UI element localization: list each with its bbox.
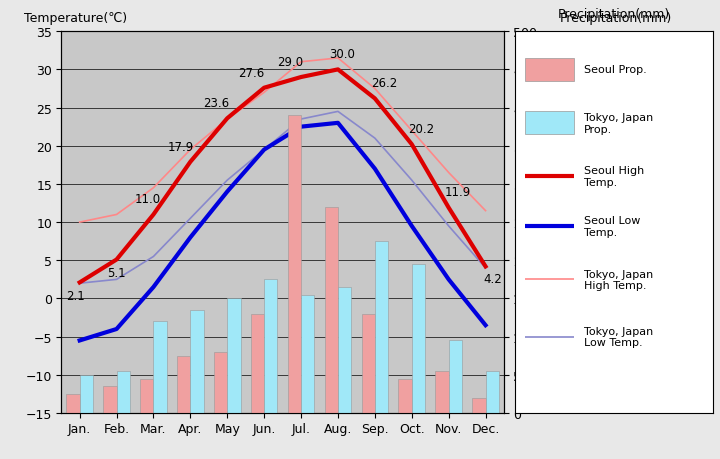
Bar [325, 207, 338, 413]
Text: Seoul Low
Temp.: Seoul Low Temp. [584, 216, 641, 237]
Text: 27.6: 27.6 [238, 67, 264, 79]
FancyBboxPatch shape [525, 112, 575, 135]
Bar [412, 264, 425, 413]
Bar [177, 356, 190, 413]
Text: 26.2: 26.2 [371, 77, 397, 90]
Bar [398, 379, 412, 413]
Bar [140, 379, 153, 413]
Text: Seoul High
Temp.: Seoul High Temp. [584, 166, 644, 188]
Text: 20.2: 20.2 [408, 123, 434, 136]
Bar [153, 322, 167, 413]
Text: Precipitation(mm): Precipitation(mm) [558, 8, 670, 21]
Bar [228, 299, 240, 413]
FancyBboxPatch shape [525, 59, 575, 82]
Text: 11.9: 11.9 [445, 186, 471, 199]
Bar [361, 314, 375, 413]
Text: 4.2: 4.2 [484, 273, 503, 286]
Text: 11.0: 11.0 [135, 193, 161, 206]
Bar [485, 371, 499, 413]
Text: Seoul Prop.: Seoul Prop. [584, 65, 647, 75]
Bar [251, 314, 264, 413]
Text: Tokyo, Japan
Prop.: Tokyo, Japan Prop. [584, 113, 653, 134]
Text: 17.9: 17.9 [168, 140, 194, 153]
Text: 5.1: 5.1 [107, 266, 126, 279]
Bar [472, 398, 485, 413]
Bar [103, 386, 117, 413]
Bar [436, 371, 449, 413]
Bar [190, 310, 204, 413]
Text: Tokyo, Japan
High Temp.: Tokyo, Japan High Temp. [584, 269, 653, 291]
Bar [264, 280, 277, 413]
Bar [375, 241, 388, 413]
Bar [288, 116, 301, 413]
Text: Precipitation(mm): Precipitation(mm) [560, 11, 672, 24]
Text: 30.0: 30.0 [329, 48, 354, 61]
Bar [449, 341, 462, 413]
Text: 2.1: 2.1 [66, 289, 86, 302]
Bar [80, 375, 93, 413]
Bar [117, 371, 130, 413]
Text: Temperature(℃): Temperature(℃) [24, 11, 127, 24]
Bar [301, 295, 315, 413]
Bar [338, 287, 351, 413]
Text: 29.0: 29.0 [277, 56, 303, 69]
Text: Tokyo, Japan
Low Temp.: Tokyo, Japan Low Temp. [584, 326, 653, 347]
Bar [66, 394, 80, 413]
Text: 23.6: 23.6 [203, 97, 229, 110]
Bar [214, 352, 228, 413]
